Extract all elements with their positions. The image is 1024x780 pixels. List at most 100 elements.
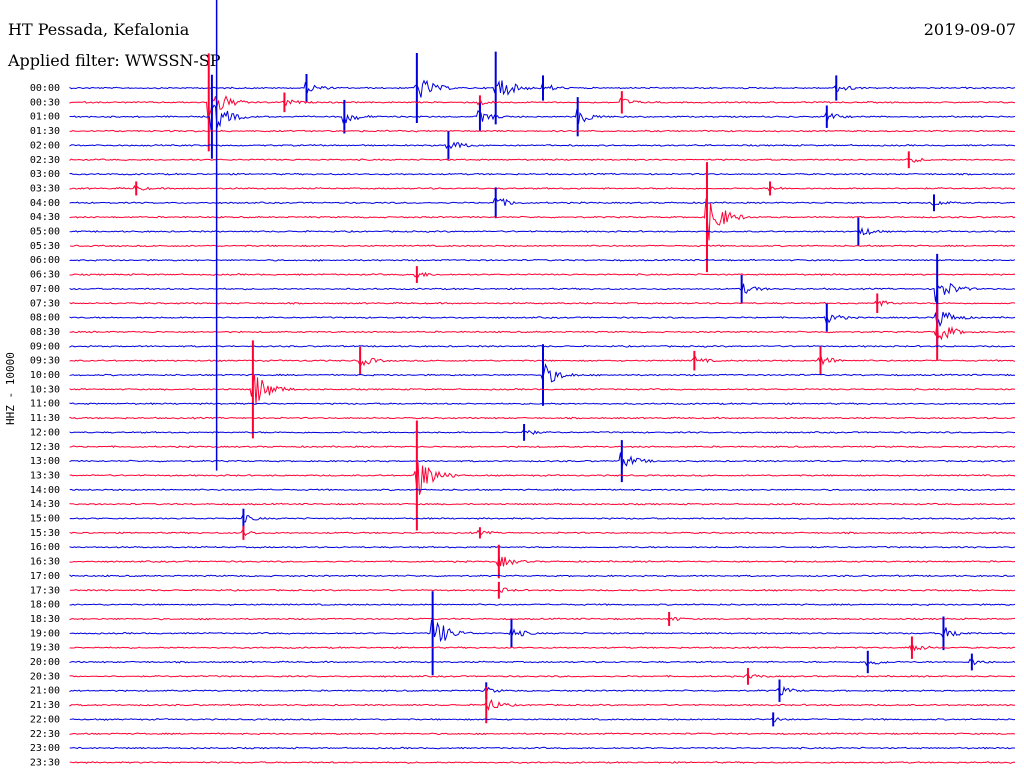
- time-label: 17:00: [30, 571, 60, 582]
- time-label: 11:00: [30, 399, 60, 410]
- trace-line: [69, 445, 1016, 449]
- trace-line: [69, 184, 1016, 192]
- trace-line: [69, 244, 1016, 248]
- time-label: 05:00: [30, 227, 60, 238]
- trace-line: [69, 555, 1016, 567]
- trace-line: [69, 429, 1016, 435]
- trace-line: [69, 197, 1016, 206]
- time-label: 06:30: [30, 270, 60, 281]
- trace-line: [69, 452, 1016, 469]
- time-label: 00:30: [30, 97, 60, 108]
- time-label: 23:00: [30, 743, 60, 754]
- time-label: 12:00: [30, 427, 60, 438]
- time-label: 06:00: [30, 255, 60, 266]
- time-label: 20:30: [30, 671, 60, 682]
- trace-line: [69, 79, 1016, 98]
- trace-line: [69, 529, 1016, 537]
- station-title: HT Pessada, Kefalonia: [8, 20, 190, 39]
- trace-line: [69, 514, 1016, 523]
- time-label: 21:30: [30, 700, 60, 711]
- time-label: 15:00: [30, 514, 60, 525]
- trace-line: [69, 416, 1016, 420]
- trace-line: [69, 322, 1015, 341]
- trace-line: [69, 732, 1016, 736]
- time-label: 19:00: [30, 628, 60, 639]
- time-label: 23:30: [30, 757, 60, 768]
- trace-line: [69, 356, 1016, 367]
- time-label: 00:00: [30, 83, 60, 94]
- time-label: 10:00: [30, 370, 60, 381]
- time-label: 19:30: [30, 643, 60, 654]
- trace-line: [69, 698, 1016, 711]
- time-label: 08:00: [30, 313, 60, 324]
- trace-line: [69, 95, 1015, 120]
- trace-line: [69, 198, 1016, 241]
- trace-line: [69, 300, 1016, 307]
- time-label: 10:30: [30, 384, 60, 395]
- trace-line: [69, 227, 1016, 236]
- time-label: 13:30: [30, 470, 60, 481]
- time-label: 15:30: [30, 528, 60, 539]
- trace-line: [69, 157, 1016, 163]
- time-label: 11:30: [30, 413, 60, 424]
- trace-line: [69, 363, 1016, 383]
- time-label: 07:30: [30, 298, 60, 309]
- trace-line: [69, 282, 1016, 302]
- trace-line: [69, 311, 1016, 328]
- date-label: 2019-09-07: [923, 20, 1016, 39]
- trace-line: [69, 761, 1016, 764]
- time-label: 09:00: [30, 341, 60, 352]
- trace-line: [69, 488, 1016, 492]
- trace-line: [69, 618, 1016, 643]
- trace-line: [69, 717, 1016, 723]
- time-label: 21:00: [30, 686, 60, 697]
- trace-line: [69, 402, 1016, 406]
- trace-line: [69, 545, 1016, 549]
- time-label: 22:00: [30, 714, 60, 725]
- time-label: 03:30: [30, 183, 60, 194]
- trace-line: [69, 258, 1016, 262]
- time-label: 01:30: [30, 126, 60, 137]
- time-label: 07:00: [30, 284, 60, 295]
- trace-line: [69, 375, 1016, 405]
- time-label: 18:30: [30, 614, 60, 625]
- trace-line: [69, 104, 1016, 130]
- trace-line: [69, 616, 1016, 622]
- trace-line: [70, 587, 1016, 593]
- time-label: 05:30: [30, 241, 60, 252]
- time-label: 04:30: [30, 212, 60, 223]
- time-label: 02:30: [30, 155, 60, 166]
- time-label: 12:30: [30, 442, 60, 453]
- trace-line: [69, 129, 1016, 133]
- filter-label: Applied filter: WWSSN-SP: [8, 51, 221, 70]
- trace-line: [69, 644, 1016, 653]
- trace-line: [69, 685, 1016, 696]
- time-label: 09:30: [30, 356, 60, 367]
- trace-line: [69, 502, 1015, 506]
- time-label: 14:00: [30, 485, 60, 496]
- trace-line: [69, 141, 1016, 150]
- time-label: 17:30: [30, 585, 60, 596]
- trace-line: [69, 172, 1016, 176]
- time-label: 20:00: [30, 657, 60, 668]
- trace-line: [69, 746, 1015, 750]
- time-label: 08:30: [30, 327, 60, 338]
- time-label: 03:00: [30, 169, 60, 180]
- trace-line: [69, 271, 1016, 278]
- time-label: 14:30: [30, 499, 60, 510]
- trace-line: [69, 671, 1016, 679]
- trace-line: [69, 574, 1016, 578]
- trace-line: [69, 658, 1016, 667]
- trace-line: [69, 344, 1016, 348]
- time-label: 22:30: [30, 729, 60, 740]
- time-label: 01:00: [30, 112, 60, 123]
- trace-line: [69, 603, 1016, 606]
- time-label: 04:00: [30, 198, 60, 209]
- trace-line: [69, 462, 1016, 495]
- time-label: 18:00: [30, 600, 60, 611]
- time-label: 13:00: [30, 456, 60, 467]
- time-label: 16:30: [30, 557, 60, 568]
- time-label: 16:00: [30, 542, 60, 553]
- time-label: 02:00: [30, 140, 60, 151]
